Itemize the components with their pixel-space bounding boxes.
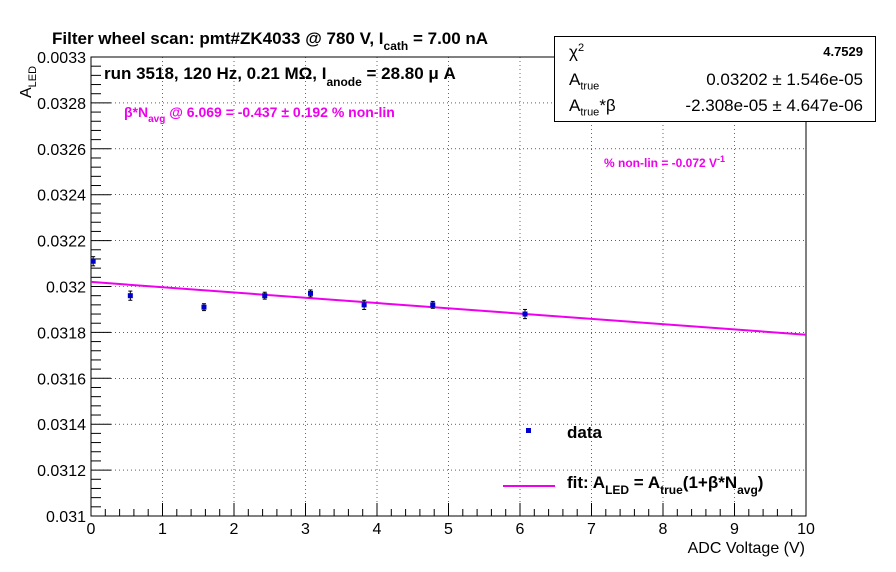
beta-annotation: β*Navg @ 6.069 = -0.437 ± 0.192 % non-li… [124, 104, 395, 125]
data-point [361, 302, 367, 308]
stats-box: χ2 4.7529 Atrue 0.03202 ± 1.546e-05 Atru… [554, 36, 876, 122]
x-axis-label: ADC Voltage (V) [688, 540, 805, 557]
y-tick-label: 0.0314 [37, 417, 86, 434]
x-tick-label: 0 [87, 521, 96, 538]
data-point [262, 293, 268, 299]
y-tick-label: 0.031 [46, 509, 86, 526]
run-info: run 3518, 120 Hz, 0.21 MΩ, Ianode = 28.8… [104, 64, 456, 89]
x-tick-label: 1 [158, 521, 167, 538]
grid [91, 57, 806, 516]
legend-data-marker [526, 428, 531, 433]
data-point [90, 258, 96, 264]
x-tick-label: 9 [730, 521, 739, 538]
y-tick-label: 0.0324 [37, 188, 86, 205]
x-tick-label: 3 [301, 521, 310, 538]
x-tick-label: 2 [230, 521, 239, 538]
y-tick-label: 0.0033 [37, 50, 86, 67]
chi2-value: 4.7529 [823, 44, 863, 59]
y-tick-label: 0.032 [46, 280, 86, 297]
atrue-beta-value: -2.308e-05 ± 4.647e-06 [685, 96, 863, 115]
x-tick-label: 5 [444, 521, 453, 538]
legend-fit-label: fit: ALED = Atrue(1+β*Navg) [567, 473, 763, 497]
y-tick-label: 0.0316 [37, 371, 86, 388]
axis-ticks: 0 1 2 3 4 5 6 7 8 9 10 0.031 0.0312 0.0314 0.0316 0.031… [37, 50, 815, 538]
x-tick-label: 4 [373, 521, 382, 538]
chi2-label: χ2 [569, 42, 585, 62]
y-tick-label: 0.0312 [37, 463, 86, 480]
x-tick-label: 8 [659, 521, 668, 538]
atrue-value: 0.03202 ± 1.546e-05 [706, 70, 863, 89]
y-axis-label: ALED [18, 66, 39, 98]
y-tick-label: 0.0328 [37, 96, 86, 113]
legend: data fit: ALED = Atrue(1+β*Navg) [503, 423, 763, 497]
data-point [201, 304, 207, 310]
x-tick-label: 10 [797, 521, 815, 538]
y-tick-label: 0.0318 [37, 325, 86, 342]
fit-line [90, 280, 807, 336]
data-point [522, 311, 528, 317]
y-tick-label: 0.0326 [37, 142, 86, 159]
atrue-label: Atrue [569, 70, 600, 93]
data-point [430, 302, 436, 308]
data-marks [90, 256, 807, 336]
data-point [308, 290, 314, 296]
y-tick-label: 0.0322 [37, 234, 86, 251]
nonlin-annotation: % non-lin = -0.072 V-1 [604, 154, 725, 170]
x-tick-label: 7 [587, 521, 596, 538]
data-point [127, 293, 133, 299]
atrue-beta-label: Atrue*β [569, 96, 616, 119]
x-tick-label: 6 [516, 521, 525, 538]
legend-data-label: data [567, 423, 603, 442]
chart-title: Filter wheel scan: pmt#ZK4033 @ 780 V, I… [52, 29, 488, 53]
